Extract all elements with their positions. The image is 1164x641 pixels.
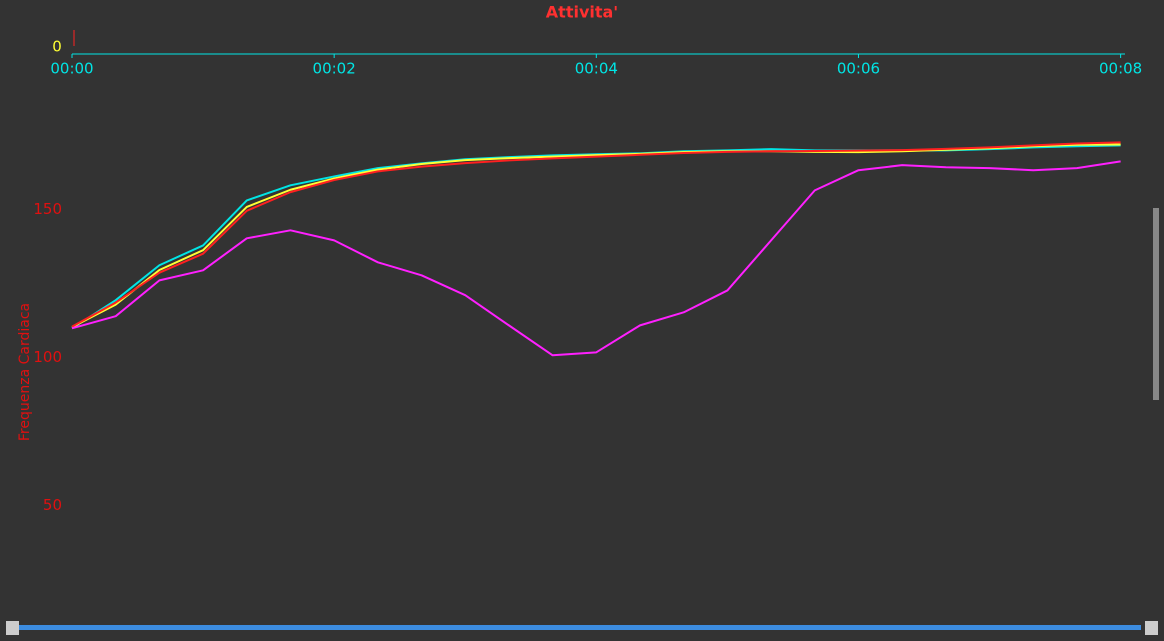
scroll-right[interactable] bbox=[1145, 621, 1158, 635]
chart-title: Attivita' bbox=[546, 3, 618, 22]
line-series bbox=[71, 141, 1121, 328]
x-tick-label: 00:00 bbox=[50, 60, 93, 78]
y-tick-label: 150 bbox=[33, 200, 62, 218]
line-series bbox=[71, 144, 1121, 330]
scrollbar-horizontal[interactable] bbox=[19, 625, 1141, 630]
top-tick-label: 0 bbox=[52, 38, 62, 56]
line-series bbox=[71, 160, 1121, 357]
x-tick-label: 00:06 bbox=[837, 60, 880, 78]
x-tick-label: 00:04 bbox=[575, 60, 618, 78]
x-tick-label: 00:08 bbox=[1099, 60, 1142, 78]
scrollbar-vertical[interactable] bbox=[1153, 208, 1159, 400]
x-tick-label: 00:02 bbox=[313, 60, 356, 78]
y-tick-label: 50 bbox=[43, 496, 62, 514]
y-axis-label: Frequenza Cardiaca bbox=[17, 303, 33, 441]
y-tick-label: 100 bbox=[33, 348, 62, 366]
scroll-left[interactable] bbox=[6, 621, 19, 635]
line-series bbox=[71, 143, 1121, 329]
